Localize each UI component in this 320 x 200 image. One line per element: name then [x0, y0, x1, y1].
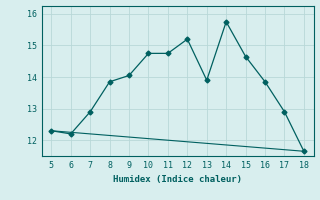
- X-axis label: Humidex (Indice chaleur): Humidex (Indice chaleur): [113, 175, 242, 184]
